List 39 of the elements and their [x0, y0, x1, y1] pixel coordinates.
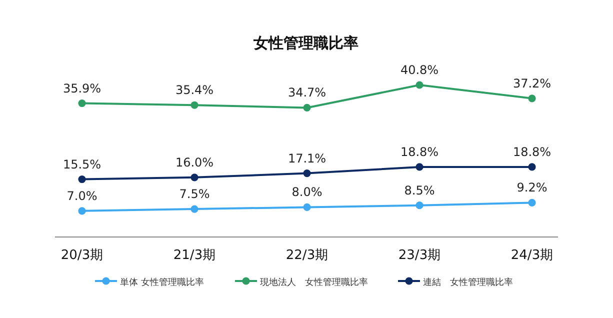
data-label: 35.9%: [62, 81, 102, 96]
x-tick-label: 23/3期: [398, 248, 441, 263]
x-tick-label: 20/3期: [60, 248, 104, 263]
point: [416, 163, 424, 171]
data-label: 8.0%: [292, 185, 322, 200]
point: [190, 205, 198, 213]
point: [303, 203, 311, 211]
data-label: 18.8%: [512, 144, 552, 159]
data-label: 9.2%: [516, 180, 548, 195]
point: [416, 202, 424, 210]
point: [190, 101, 198, 109]
x-tick-label: 24/3期: [510, 248, 554, 263]
data-label: 8.5%: [404, 183, 435, 198]
point: [528, 163, 536, 171]
data-label: 7.5%: [179, 187, 210, 202]
point: [303, 169, 311, 178]
data-label: 17.1%: [288, 151, 326, 166]
data-label: 7.0%: [66, 188, 98, 203]
x-tick-label: 21/3期: [173, 248, 216, 263]
legend-label: 単体 女性管理職比率: [120, 277, 204, 288]
data-label: 34.7%: [288, 86, 326, 100]
point: [78, 175, 86, 184]
data-label: 18.8%: [400, 144, 439, 159]
data-label: 40.8%: [400, 63, 439, 77]
data-label: 16.0%: [175, 155, 214, 170]
data-label: 15.5%: [62, 157, 102, 172]
point: [528, 94, 536, 102]
point: [303, 104, 311, 112]
point: [190, 174, 198, 182]
x-tick-label: 22/3期: [286, 248, 328, 263]
legend-label: 連結 女性管理職比率: [423, 277, 513, 288]
point: [416, 81, 424, 89]
data-label: 35.4%: [175, 83, 214, 98]
legend-label: 現地法人 女性管理職比率: [260, 277, 368, 288]
point: [528, 198, 536, 207]
point: [78, 207, 86, 215]
data-label: 37.2%: [512, 76, 552, 90]
chart-title: 女性管理職比率: [252, 34, 358, 52]
point: [78, 99, 86, 108]
